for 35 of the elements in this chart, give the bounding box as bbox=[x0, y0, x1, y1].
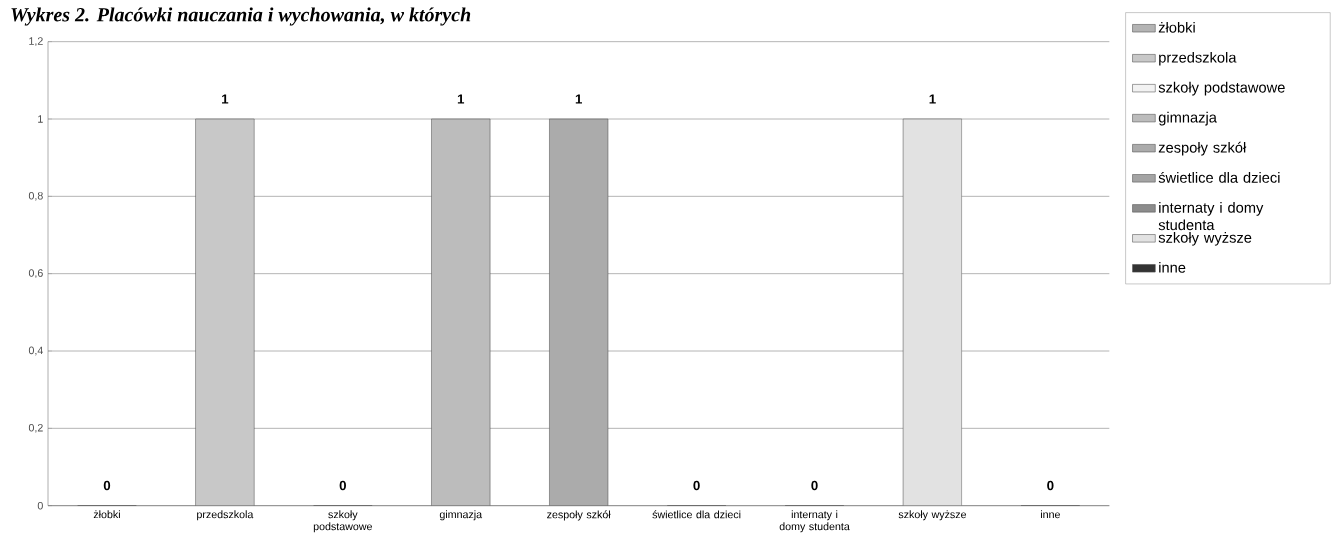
x-tick-label: inne bbox=[1040, 510, 1060, 519]
data-label: 1 bbox=[929, 94, 936, 104]
x-tick-label: szkoły wyższe bbox=[898, 510, 967, 521]
x-tick-label: szkoły podstawowe bbox=[313, 510, 372, 533]
data-label: 0 bbox=[103, 480, 111, 491]
data-label: 0 bbox=[1047, 480, 1054, 491]
x-tick-label: przedszkola bbox=[197, 510, 254, 521]
data-label: 0 bbox=[811, 480, 818, 491]
x-tick-label: świetlice dla dzieci bbox=[652, 510, 741, 519]
x-tick-label: gimnazja bbox=[439, 510, 483, 521]
legend-label: inne bbox=[1159, 261, 1186, 273]
legend-label: żłobki bbox=[1158, 21, 1195, 33]
legend-label: przedszkola bbox=[1159, 51, 1237, 66]
x-tick-label: internaty i domy studenta bbox=[779, 510, 850, 533]
chart-title: Wykres 2. Placówki nauczania i wychowania, w których bbox=[11, 7, 471, 26]
legend-label: szkoły podstawowe bbox=[1158, 81, 1285, 96]
legend-label: świetlice dla dzieci bbox=[1158, 171, 1280, 183]
y-tick-label: 0,2 bbox=[28, 423, 43, 433]
data-label: 1 bbox=[222, 94, 229, 104]
legend-label: internaty i domy studenta bbox=[1158, 202, 1264, 231]
x-tick-label: żłobki bbox=[93, 510, 120, 519]
legend-label: szkoły wyższe bbox=[1158, 232, 1252, 246]
y-tick-label: 0,4 bbox=[28, 346, 43, 356]
data-label: 1 bbox=[457, 94, 465, 104]
data-label: 0 bbox=[339, 480, 346, 491]
y-tick-label: 0,8 bbox=[28, 191, 43, 201]
y-tick-label: 0,6 bbox=[28, 269, 43, 279]
y-tick-label: 0 bbox=[37, 501, 43, 510]
y-tick-label: 1 bbox=[38, 115, 43, 123]
x-tick-label: zespoły szkół bbox=[547, 510, 611, 521]
y-tick-label: 1,2 bbox=[29, 37, 43, 47]
legend-label: gimnazja bbox=[1158, 111, 1217, 126]
data-label: 0 bbox=[693, 480, 700, 491]
legend-label: zespoły szkół bbox=[1158, 141, 1247, 156]
data-label: 1 bbox=[575, 94, 583, 104]
